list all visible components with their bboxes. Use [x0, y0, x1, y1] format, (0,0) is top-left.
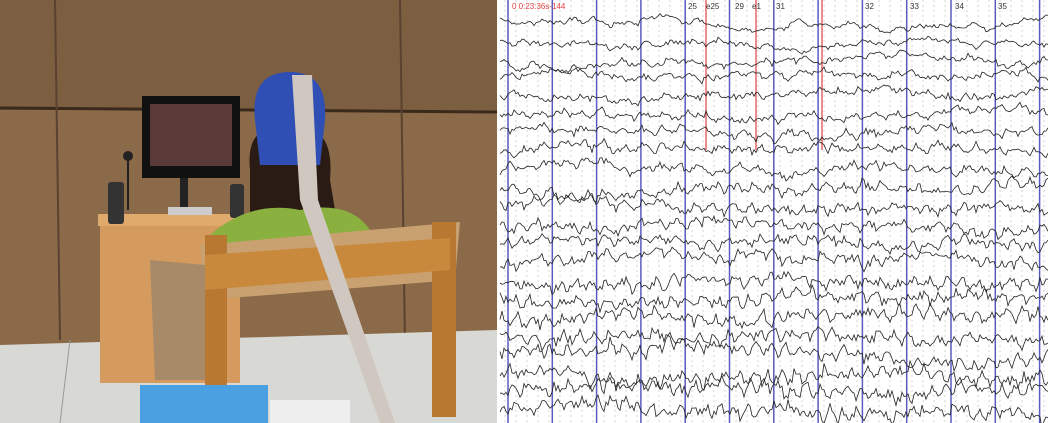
amplifier — [140, 385, 268, 423]
monitor-base — [168, 207, 212, 215]
eeg-channel — [499, 49, 1048, 74]
desk-top — [98, 214, 244, 226]
eeg-channel — [499, 371, 1048, 407]
eeg-channel — [499, 66, 1048, 85]
webcam — [123, 151, 133, 161]
marker-label: e25 — [706, 2, 720, 11]
ribbon-cable — [292, 75, 395, 423]
eeg-channel — [499, 137, 1048, 159]
box — [270, 400, 350, 423]
wall-upper — [0, 0, 497, 110]
floor-seam — [59, 339, 71, 423]
eeg-channel — [499, 246, 1048, 273]
eeg-channel — [499, 12, 1048, 34]
marker-label: 33 — [910, 2, 919, 11]
eeg-channel — [499, 302, 1048, 331]
marker-label: 0 0:23:36s-144 — [512, 2, 566, 11]
speaker — [230, 184, 244, 218]
eeg-channel — [499, 101, 1048, 126]
lab-photo — [0, 0, 498, 423]
marker-label: 34 — [955, 2, 964, 11]
monitor-screen — [150, 104, 232, 166]
marker-label: e1 — [752, 2, 761, 11]
eeg-channel — [499, 35, 1048, 55]
marker-label: 31 — [776, 2, 785, 11]
eeg-trace: 0 0:23:36s-144 25 e25 29 e1 31 32 33 34 35 — [499, 0, 1048, 423]
marker-label: 35 — [998, 2, 1007, 11]
eeg-channel — [499, 121, 1048, 145]
eeg-channel — [499, 84, 1048, 107]
wall-seam — [399, 0, 406, 346]
marker-label: 32 — [865, 2, 874, 11]
marker-label: 29 — [735, 2, 744, 11]
eeg-channel — [499, 335, 1048, 372]
speaker — [108, 182, 124, 224]
eeg-channel — [499, 270, 1048, 296]
wall-seam — [54, 0, 61, 341]
wall-seam — [0, 106, 498, 114]
eeg-channel — [499, 157, 1048, 182]
eeg-channel — [499, 325, 1048, 352]
marker-label: 25 — [688, 2, 697, 11]
eeg-channel — [499, 394, 1048, 423]
eeg-channel — [499, 283, 1048, 314]
monitor-stand — [180, 178, 188, 210]
eeg-channel — [499, 175, 1048, 203]
eeg-channel — [499, 188, 1048, 219]
eeg-channel — [499, 232, 1048, 256]
eeg-channel — [499, 215, 1048, 241]
chair-seat — [150, 260, 205, 380]
